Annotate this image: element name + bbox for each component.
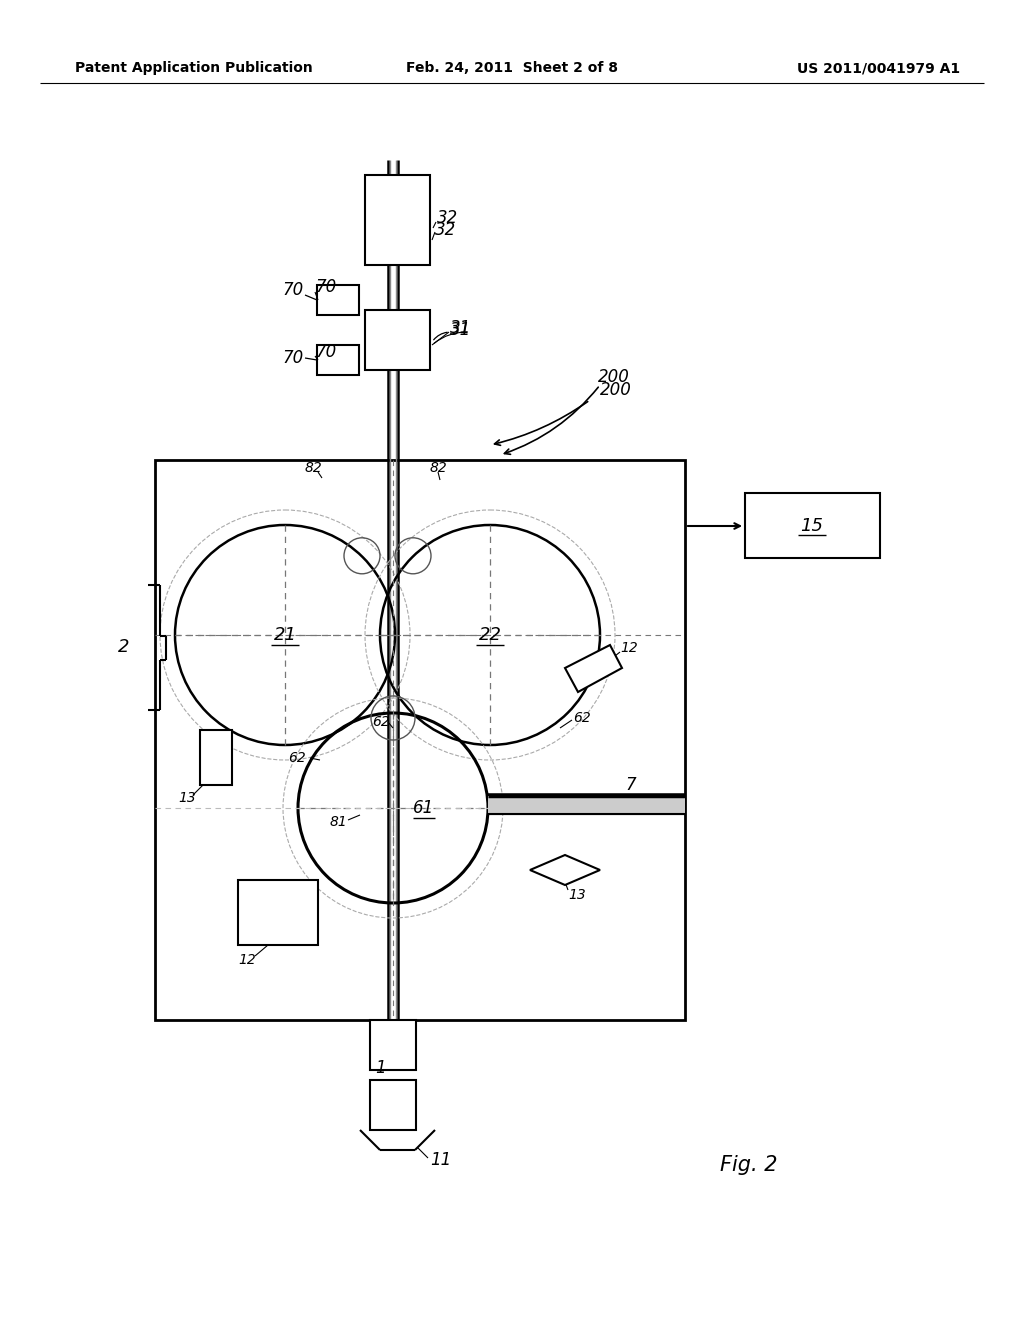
- Bar: [370, 1080, 416, 1130]
- Text: 81: 81: [330, 814, 348, 829]
- Bar: [488, 796, 685, 814]
- Text: 62: 62: [573, 711, 591, 725]
- Text: 82: 82: [305, 461, 323, 475]
- Text: 13: 13: [178, 791, 196, 805]
- Polygon shape: [530, 855, 600, 884]
- Text: 1: 1: [375, 1059, 386, 1077]
- Text: 11: 11: [430, 1151, 452, 1170]
- Text: 82: 82: [430, 461, 447, 475]
- Text: 70: 70: [315, 343, 336, 360]
- Text: Patent Application Publication: Patent Application Publication: [75, 61, 312, 75]
- Text: 70: 70: [282, 348, 303, 367]
- Bar: [155, 459, 685, 1020]
- Text: Feb. 24, 2011  Sheet 2 of 8: Feb. 24, 2011 Sheet 2 of 8: [406, 61, 618, 75]
- Text: 15: 15: [801, 517, 823, 535]
- Bar: [317, 345, 359, 375]
- Bar: [365, 176, 430, 265]
- Text: 12: 12: [238, 953, 256, 968]
- Bar: [238, 880, 318, 945]
- Text: 32: 32: [437, 209, 459, 227]
- Text: 12: 12: [620, 642, 638, 655]
- Text: 70: 70: [315, 279, 336, 296]
- Text: 31: 31: [450, 321, 471, 339]
- Text: US 2011/0041979 A1: US 2011/0041979 A1: [797, 61, 961, 75]
- Text: Fig. 2: Fig. 2: [720, 1155, 777, 1175]
- Bar: [317, 285, 359, 315]
- Text: 62: 62: [372, 715, 390, 729]
- Text: 13: 13: [568, 888, 586, 902]
- Polygon shape: [565, 645, 622, 692]
- Text: 32: 32: [435, 220, 457, 239]
- Text: 62: 62: [288, 751, 306, 766]
- Text: 200: 200: [600, 381, 632, 399]
- Text: 200: 200: [598, 368, 630, 385]
- Text: 7: 7: [625, 776, 636, 795]
- Bar: [200, 730, 232, 785]
- Bar: [365, 310, 430, 370]
- Text: 61: 61: [413, 799, 434, 817]
- Text: 2: 2: [118, 639, 129, 656]
- Bar: [745, 492, 880, 558]
- Text: 70: 70: [282, 281, 303, 300]
- Text: 21: 21: [273, 626, 297, 644]
- Bar: [370, 1020, 416, 1071]
- Text: 22: 22: [478, 626, 502, 644]
- Text: 31: 31: [450, 319, 471, 337]
